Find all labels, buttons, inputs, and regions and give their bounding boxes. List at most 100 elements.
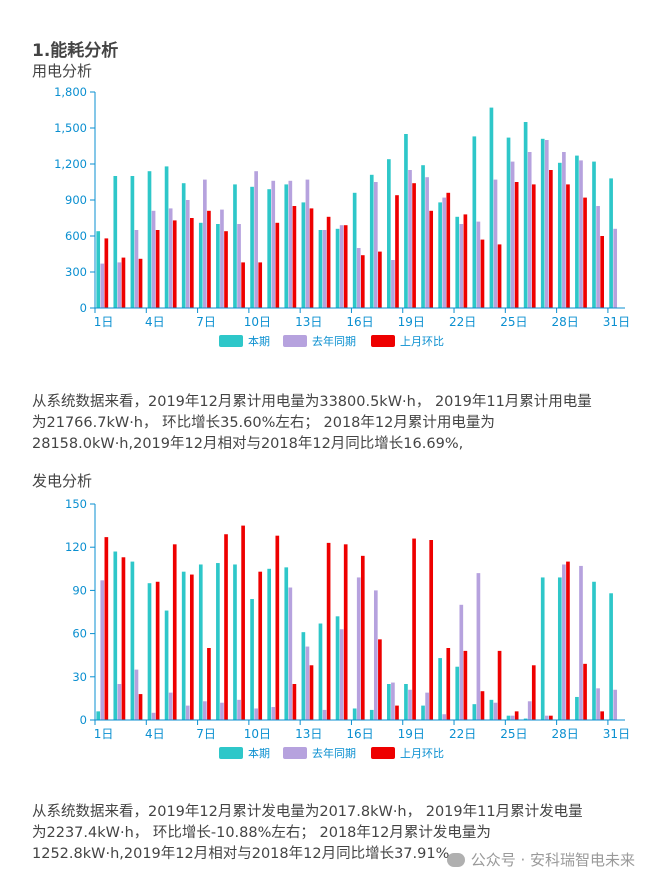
y-tick-label: 1,800 [54,85,87,99]
bar-current [369,709,374,720]
bar-last-year [271,180,276,308]
legend-label-last-year: 去年同期 [312,746,356,760]
bar-last-month [326,542,331,720]
legend-label-current: 本期 [248,746,270,760]
x-tick-label: 25日 [500,315,527,329]
bar-current [421,165,425,308]
bar-current [250,599,254,720]
bar-last-month [309,208,314,308]
legend-swatch-last-year [283,747,307,759]
bar-last-year [613,228,618,308]
bar-current [557,162,562,308]
bar-current [96,711,101,720]
bar-current [301,632,306,720]
bar-last-year [254,708,258,720]
bar-last-year [442,714,447,720]
bar-current [96,231,101,308]
bar-last-month [514,182,519,308]
y-tick-label: 0 [80,713,87,727]
bar-last-month [566,561,570,720]
bar-current [421,705,425,720]
bar-last-year [356,577,361,720]
bar-current [318,230,323,308]
bar-last-year [151,712,156,720]
bar-current [181,571,186,720]
bar-current [575,696,579,720]
bar-current [472,136,477,308]
bar-current [181,183,186,308]
bar-last-year [527,152,532,308]
bar-last-year [185,200,190,308]
bar-current [216,563,220,720]
bar-last-year [476,221,481,308]
watermark-text: 公众号 · 安科瑞智电未来 [470,851,635,869]
bar-last-year [425,177,429,308]
bar-last-year [493,702,498,720]
y-tick-label: 90 [72,583,87,597]
usage-summary-line-3: 28158.0kW·h,2019年12月相对与2018年12月同比增长16.69… [32,436,464,452]
bar-last-year [356,248,361,308]
bar-current [164,166,169,308]
bar-last-month [104,238,109,308]
bar-last-year [254,171,258,308]
bar-last-month [412,538,416,720]
bar-last-year [322,230,327,308]
bar-last-year [322,709,327,720]
bar-current [369,174,374,308]
bar-last-month [480,239,485,308]
bar-current [130,176,135,308]
bar-last-month [531,665,536,720]
y-tick-label: 150 [65,497,87,511]
bar-last-month [155,230,160,308]
bar-last-month [207,210,211,308]
bar-last-month [241,525,245,720]
section-title: 1.能耗分析 [32,41,119,61]
bar-current [352,708,357,720]
bar-last-year [459,224,464,308]
x-tick-label: 7日 [196,315,216,329]
bar-last-month [343,544,348,720]
x-tick-label: 7日 [196,727,216,741]
bar-current [506,715,511,720]
y-tick-label: 600 [65,229,87,243]
bar-current [130,561,135,720]
bar-last-year [117,262,122,308]
bar-last-year [562,564,566,720]
x-tick-label: 10日 [244,727,271,741]
legend-label-last-month: 上月环比 [400,747,444,760]
power-generation-chart: 0 30 60 90 120 150 1日 4日 7日 10日 13日 16日 19日 22日 25日 28日… [65,497,630,760]
bar-last-year [151,210,156,308]
bar-last-year [510,715,515,720]
bar-last-year [596,206,600,308]
bar-current [557,577,562,720]
wechat-icon [446,852,465,867]
bar-last-year [544,140,549,308]
bar-current [113,176,118,308]
bar-last-year [134,669,139,720]
bar-last-year [100,580,105,720]
bar-last-year [168,692,173,720]
bar-current [489,699,494,720]
usage-summary-paragraph: 从系统数据来看，2019年12月累计用电量为33800.5kW·h， 2019年… [32,392,632,455]
bar-last-year [168,208,173,308]
watermark: 公众号 · 安科瑞智电未来 [446,849,635,870]
bar-current [318,623,323,720]
bar-last-year [510,161,515,308]
bar-last-month [378,639,382,720]
legend-swatch-current [219,747,243,759]
bar-last-year [442,197,447,308]
bar-last-month [583,663,587,720]
legend-swatch-last-month [371,335,395,347]
bar-last-month [360,255,365,308]
generation-summary-paragraph: 从系统数据来看，2019年12月累计发电量为2017.8kW·h， 2019年1… [32,802,632,865]
x-tick-label: 16日 [346,727,373,741]
bar-last-month [275,222,280,308]
bar-current [335,228,340,308]
bar-last-month [514,711,519,720]
bar-current [609,178,613,308]
bar-last-year [527,701,532,720]
bar-current [250,186,254,308]
bar-last-month [497,650,502,720]
bar-current [404,134,408,308]
bar-current [438,658,442,720]
